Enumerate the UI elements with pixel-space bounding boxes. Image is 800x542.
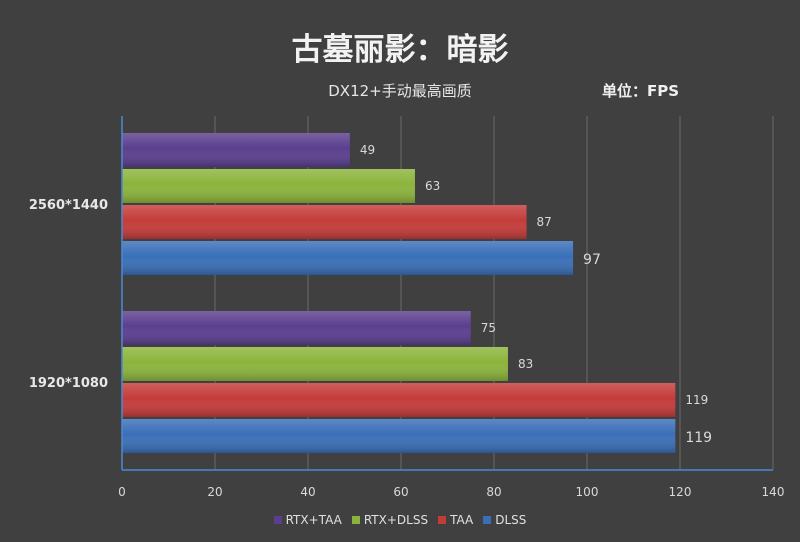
legend-item: RTX+DLSS (351, 513, 429, 527)
legend-label: DLSS (495, 513, 527, 527)
legend-item: DLSS (483, 513, 526, 527)
category-label: 2560*1440 (29, 198, 108, 213)
x-tick-label-20: 20 (207, 485, 222, 499)
label-layer: 0 20 40 60 80 100 120 140 2560*1440 49 63 87 97 1920*… (29, 143, 785, 499)
x-tick-label-80: 80 (486, 485, 501, 499)
chart-title: 古墓丽影：暗影 (291, 32, 509, 68)
legend-label: RTX+DLSS (363, 513, 429, 527)
legend-item: RTX+TAA (273, 513, 342, 527)
category-label: 1920*1080 (29, 376, 108, 391)
bar-shade (122, 311, 471, 345)
legend-swatch (438, 516, 447, 524)
data-label: 49 (360, 143, 375, 157)
legend-swatch (273, 516, 282, 524)
legend-item: TAA (438, 513, 473, 527)
legend-label: TAA (450, 513, 474, 527)
x-tick-label-40: 40 (300, 485, 315, 499)
x-tick-label-0: 0 (118, 485, 126, 499)
data-label: 63 (425, 179, 440, 193)
axis-layer (121, 116, 773, 471)
bar-shade (122, 133, 350, 167)
data-label: 83 (518, 357, 533, 371)
legend-swatch (351, 516, 360, 524)
data-label: 75 (481, 321, 496, 335)
x-tick-label-120: 120 (669, 485, 692, 499)
bar-shade (122, 419, 676, 453)
chart-subtitle: DX12+手动最高画质 (328, 82, 472, 100)
bar-shade (122, 241, 574, 275)
bar-shade (122, 383, 676, 417)
unit-label: 单位：FPS (602, 82, 680, 100)
x-tick-label-60: 60 (393, 485, 408, 499)
bar-layer (122, 133, 676, 453)
x-tick-label-100: 100 (576, 485, 599, 499)
bar-shade (122, 347, 508, 381)
bar-shade (122, 169, 415, 203)
legend-swatch (483, 516, 492, 524)
data-label: 119 (685, 393, 708, 407)
data-label: 97 (583, 252, 601, 268)
x-tick-label-140: 140 (762, 485, 785, 499)
bar-shade (122, 205, 527, 239)
legend-label: RTX+TAA (285, 513, 342, 527)
data-label: 119 (685, 430, 712, 446)
legend: RTX+TAA RTX+DLSS TAA DLSS (0, 513, 800, 527)
data-label: 87 (537, 215, 552, 229)
